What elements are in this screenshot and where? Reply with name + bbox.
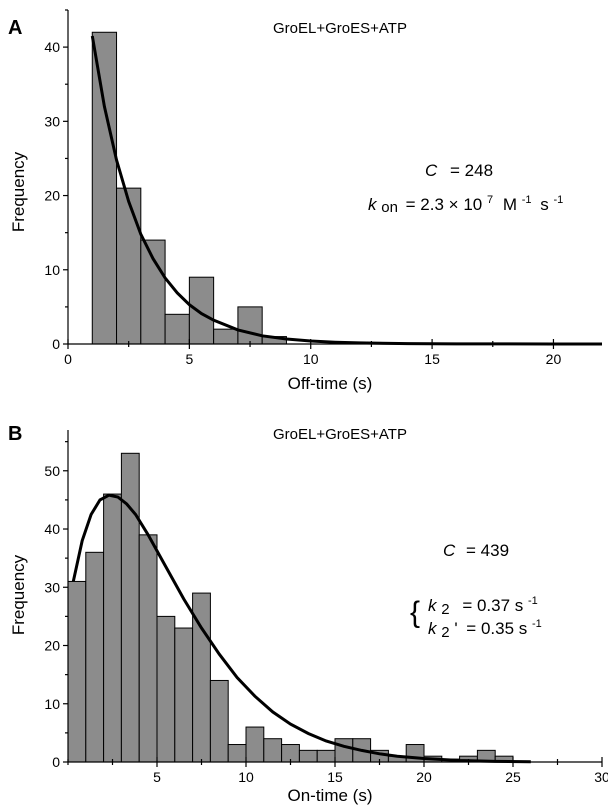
b-bar-14: [316, 749, 336, 763]
b-bar-2: [103, 493, 122, 763]
b-bar-13: [298, 749, 318, 763]
b-bar-11: [263, 738, 283, 763]
panel-a-axes: [67, 10, 602, 345]
a-y-tick-label-1: 10: [44, 262, 60, 278]
b-bar-4: [138, 534, 158, 763]
b-y-tick-label-2: 20: [44, 638, 60, 654]
panel-a-letter: A: [8, 17, 22, 39]
panel-b-annotation: C = 439 { k 2 = 0.37 s -1 k 2 ' = 0.35 s…: [410, 541, 542, 641]
panel-a-ylabel: Frequency: [9, 151, 28, 232]
panel-b-ylabel: Frequency: [9, 554, 28, 635]
panel-b-c-symbol: C: [443, 541, 456, 560]
panel-b-k2p-text: k 2 ' = 0.35 s -1: [428, 618, 542, 641]
b-x-tick-label-4: 25: [505, 769, 521, 785]
a-bar-6: [237, 306, 263, 345]
panel-a-c-text: C = 248: [425, 161, 493, 180]
b-bar-15: [334, 738, 354, 763]
b-bar-10: [245, 726, 265, 763]
b-x-tick-label-3: 20: [416, 769, 432, 785]
panel-a-c-value: = 248: [450, 161, 493, 180]
b-bar-3: [120, 452, 140, 763]
b-bar-6: [174, 627, 194, 763]
b-y-tick-label-1: 10: [44, 696, 60, 712]
a-y-tick-label-4: 40: [44, 39, 60, 55]
panel-a-kon-text: k on = 2.3 × 10 7 M -1 s -1: [368, 188, 563, 216]
panel-b-brace: {: [410, 596, 420, 629]
panel-a: A GroEL+GroES+ATP Frequency Off-time (s)…: [8, 9, 602, 393]
panel-a-bars: [91, 31, 287, 345]
a-x-tick-label-3: 15: [424, 351, 440, 367]
a-bar-5: [213, 328, 239, 345]
panel-b-k2p-value: = 0.35 s: [466, 619, 527, 638]
panel-a-k-value: = 2.3 × 10: [406, 195, 483, 214]
panel-a-k-subscript: on: [381, 199, 398, 216]
panel-b-bars: [67, 452, 514, 763]
b-bar-9: [227, 744, 247, 763]
b-y-tick-label-0: 0: [52, 754, 60, 770]
panel-b-x-ticks: 5 10 15 20 25 30: [67, 757, 608, 785]
b-y-tick-label-3: 30: [44, 579, 60, 595]
panel-b-xlabel: On-time (s): [288, 786, 373, 805]
a-y-tick-label-0: 0: [52, 336, 60, 352]
b-x-tick-label-5: 30: [594, 769, 608, 785]
panel-a-k-exp: 7: [487, 194, 493, 206]
panel-a-y-ticks: 0 10 20 30 40: [44, 9, 68, 352]
a-bar-3: [164, 313, 190, 345]
a-x-tick-label-1: 5: [185, 351, 193, 367]
panel-b-c-text: C = 439: [443, 541, 509, 560]
b-bar-5: [156, 615, 176, 763]
panel-a-k-unit1: M: [503, 195, 517, 214]
panel-a-annotation: C = 248 k on = 2.3 × 10 7 M -1 s -1: [368, 161, 563, 216]
b-bar-8: [209, 679, 229, 763]
a-y-tick-label-2: 20: [44, 188, 60, 204]
panel-a-k-unit2-exp: -1: [553, 194, 563, 206]
panel-b-letter: B: [8, 423, 22, 445]
a-bar-0: [91, 31, 118, 345]
a-x-tick-label-2: 10: [303, 351, 319, 367]
panel-b-k2-value: = 0.37 s: [462, 596, 523, 615]
panel-a-k-unit1-exp: -1: [522, 194, 532, 206]
panel-b: B GroEL+GroES+ATP Frequency On-time (s) …: [8, 423, 608, 805]
panel-b-k2p-subscript: 2: [441, 624, 449, 641]
panel-b-k2-subscript: 2: [441, 601, 449, 618]
panel-b-title: GroEL+GroES+ATP: [273, 426, 407, 443]
panel-b-y-ticks: 0 10 20 30 40 50: [44, 441, 68, 770]
panel-b-k2p-prime: ': [454, 619, 457, 638]
panel-a-k-unit2: s: [540, 195, 549, 214]
a-bar-4: [188, 276, 215, 345]
panel-b-fit-curve: [71, 493, 531, 764]
a-bar-1: [116, 187, 142, 345]
b-x-tick-label-1: 10: [238, 769, 254, 785]
panel-a-c-symbol: C: [425, 161, 438, 180]
panel-b-k2-symbol: k: [428, 596, 438, 615]
panel-b-c-value: = 439: [466, 541, 509, 560]
panel-a-x-ticks: 0 5 10 15 20: [64, 339, 561, 367]
b-x-tick-label-0: 5: [153, 769, 161, 785]
panel-a-fit-curve: [90, 35, 602, 346]
b-y-tick-label-4: 40: [44, 521, 60, 537]
b-bar-1: [85, 551, 105, 763]
panel-b-k2-exp: -1: [528, 595, 538, 607]
panel-b-k2p-exp: -1: [532, 618, 542, 630]
b-bar-0: [67, 580, 87, 763]
b-x-tick-label-2: 15: [327, 769, 343, 785]
panel-a-title: GroEL+GroES+ATP: [273, 20, 407, 37]
a-y-tick-label-3: 30: [44, 113, 60, 129]
panel-a-xlabel: Off-time (s): [288, 374, 373, 393]
b-y-tick-label-5: 50: [44, 463, 60, 479]
a-x-tick-label-0: 0: [64, 351, 72, 367]
a-x-tick-label-4: 20: [546, 351, 562, 367]
panel-a-k-symbol: k: [368, 195, 378, 214]
panel-b-k2p-symbol: k: [428, 619, 438, 638]
panel-b-k2-text: k 2 = 0.37 s -1: [428, 595, 538, 618]
